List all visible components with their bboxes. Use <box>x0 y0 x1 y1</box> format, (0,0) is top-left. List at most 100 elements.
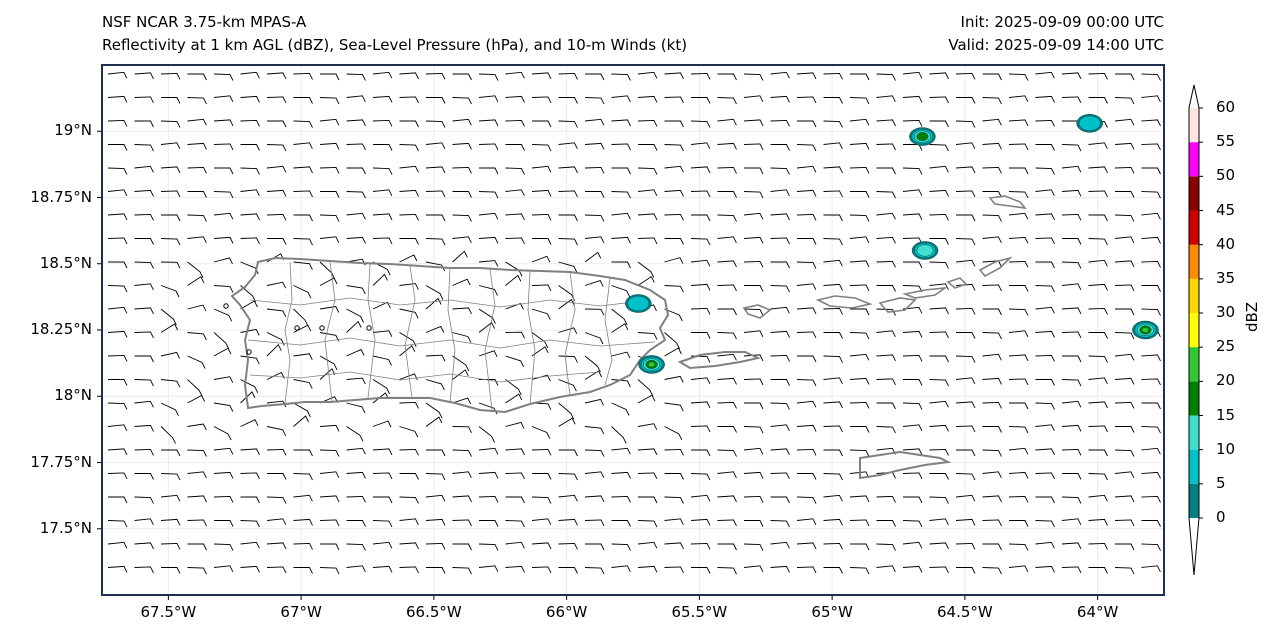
wind-barb <box>902 119 923 127</box>
colorbar-segment <box>1189 278 1199 313</box>
colorbar-tick-label: 60 <box>1216 98 1236 116</box>
wind-barb <box>717 353 737 361</box>
wind-barb <box>1061 496 1082 504</box>
wind-barb <box>743 260 764 268</box>
wind-barb <box>717 471 737 479</box>
reflectivity-cell <box>911 241 939 260</box>
wind-barb <box>664 285 684 293</box>
wind-barb <box>796 542 817 550</box>
wind-barb <box>505 565 525 573</box>
wind-barb <box>478 95 499 103</box>
wind-barb <box>452 495 472 503</box>
wind-barb <box>107 167 128 175</box>
wind-barb <box>1115 308 1135 316</box>
wind-barb <box>770 402 790 410</box>
wind-barb <box>849 449 870 457</box>
wind-barb <box>160 323 179 333</box>
wind-barb <box>584 471 605 479</box>
wind-barb <box>955 473 976 481</box>
wind-barb <box>876 520 896 527</box>
wind-barb <box>266 400 287 408</box>
wind-barb <box>982 426 1002 433</box>
wind-barb <box>1061 424 1082 432</box>
wind-barb <box>346 212 366 220</box>
wind-barb <box>319 118 340 126</box>
wind-barb <box>664 332 681 350</box>
wind-barb <box>611 95 631 103</box>
wind-barb <box>531 72 552 80</box>
wind-barb <box>240 300 258 310</box>
wind-barb <box>1088 425 1108 433</box>
wind-barb <box>160 166 181 174</box>
wind-barb <box>690 425 711 433</box>
wind-barb <box>505 472 525 480</box>
colorbar-tick-label: 45 <box>1216 200 1236 219</box>
wind-barb <box>213 73 234 81</box>
wind-barb <box>531 402 552 411</box>
wind-barb <box>1061 331 1082 339</box>
wind-barb <box>558 417 576 427</box>
wind-barb <box>134 96 154 104</box>
wind-barb <box>452 214 472 222</box>
wind-barb <box>982 142 1002 150</box>
wind-barb <box>558 355 578 363</box>
wind-barb <box>1009 285 1029 292</box>
wind-barb <box>107 285 128 293</box>
wind-barb <box>293 402 311 418</box>
wind-barb <box>982 567 1002 575</box>
colorbar-tick-label: 50 <box>1216 166 1236 185</box>
wind-barb <box>1035 167 1055 175</box>
wind-barb <box>399 120 419 128</box>
wind-barb <box>160 518 181 526</box>
wind-barb <box>293 542 313 550</box>
wind-barb <box>1141 119 1161 127</box>
wind-barb <box>266 343 282 357</box>
wind-barb <box>584 449 605 457</box>
wind-barb <box>373 496 393 504</box>
wind-barb <box>399 165 419 173</box>
wind-barb <box>929 542 949 550</box>
wind-barb <box>955 425 976 433</box>
wind-barb <box>1035 565 1055 573</box>
wind-barb <box>1088 166 1108 174</box>
wind-barb <box>478 119 499 127</box>
wind-barb <box>956 97 976 104</box>
wind-barb <box>1115 191 1135 198</box>
wind-barb <box>929 400 949 408</box>
wind-barb <box>690 401 711 409</box>
wind-barb <box>823 494 843 502</box>
wind-barb <box>558 120 578 128</box>
wind-barb <box>425 120 446 128</box>
wind-barb <box>717 377 737 385</box>
wind-barb <box>850 543 870 551</box>
wind-barb <box>982 401 1002 409</box>
wind-barb <box>187 379 203 397</box>
wind-barb <box>664 542 684 550</box>
wind-barb <box>319 355 338 371</box>
wind-barb <box>955 307 976 315</box>
wind-barb <box>902 189 923 197</box>
wind-barb <box>690 259 711 267</box>
wind-barb <box>770 354 790 362</box>
wind-barb <box>823 425 843 433</box>
wind-barb <box>797 473 817 480</box>
wind-barb <box>399 96 419 104</box>
wind-barb <box>293 567 313 574</box>
wind-barb <box>187 567 207 575</box>
wind-barb <box>1035 213 1055 221</box>
wind-barb <box>611 143 631 151</box>
wind-barb <box>664 72 684 80</box>
wind-barb <box>1008 330 1029 338</box>
wind-barb <box>346 143 366 151</box>
wind-barb <box>770 424 790 432</box>
wind-barb <box>505 302 524 310</box>
wind-barb <box>584 567 605 575</box>
wind-barb <box>929 238 949 245</box>
wind-barb <box>876 308 896 316</box>
wind-barb <box>134 189 154 197</box>
wind-barb <box>240 95 260 103</box>
wind-barb <box>876 495 896 503</box>
wind-barb <box>955 120 976 128</box>
wind-barb <box>584 214 605 222</box>
wind-barb <box>134 379 154 387</box>
